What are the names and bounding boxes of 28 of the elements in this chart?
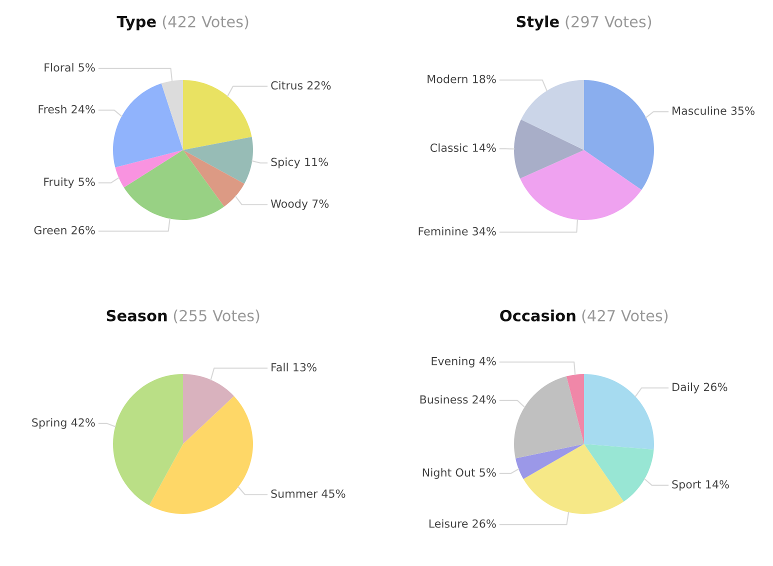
slice-label: Sport 14% [672,480,729,491]
slice-label: Fresh 24% [38,104,95,114]
slice-label: Woody 7% [270,199,329,210]
chart-title: Season [106,310,167,322]
slice-label: Night Out 5% [422,468,496,479]
slice-label: Spring 42% [32,418,95,429]
slice-label: Classic 14% [430,143,496,152]
chart-subtitle: (255 Votes) [174,310,260,324]
slice-label: Masculine 35% [672,106,754,115]
slice-label: Daily 26% [672,382,728,394]
chart-subtitle: (427 Votes) [582,310,668,324]
slice-label: Modern 18% [428,74,496,84]
chart-subtitle: (422 Votes) [162,16,248,30]
chart-title: Style [516,16,559,30]
chart-title: Occasion [500,310,576,322]
chart-subtitle: (297 Votes) [566,16,652,30]
slice-label: Green 26% [34,226,95,234]
slice-label: Feminine 34% [418,226,496,236]
slice-label: Spicy 11% [271,158,328,168]
slice-label: Summer 45% [271,489,346,498]
chart-title: Type [116,16,156,30]
slice-label: Citrus 22% [271,80,331,90]
slice-label: Evening 4% [432,356,496,368]
slice-label: Business 24% [420,395,496,404]
slice-label: Floral 5% [44,63,95,72]
slice-label: Fall 13% [272,362,316,372]
slice-label: Leisure 26% [429,519,496,528]
slice-label: Fruity 5% [44,177,95,188]
